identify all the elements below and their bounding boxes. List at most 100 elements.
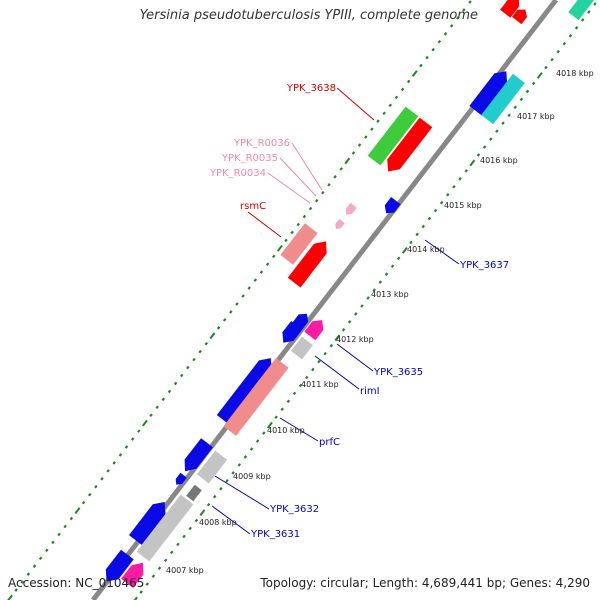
inner-tick xyxy=(354,312,358,316)
outer-tick xyxy=(130,437,135,441)
inner-tick xyxy=(139,590,143,594)
gene-label: prfC xyxy=(319,437,340,448)
outer-tick xyxy=(216,326,221,330)
inner-tick xyxy=(574,26,579,30)
inner-tick xyxy=(495,129,499,133)
inner-tick xyxy=(384,272,389,276)
leader-line xyxy=(267,172,311,204)
inner-tick xyxy=(513,105,517,110)
gene-arrow xyxy=(469,71,508,116)
gene-arrow xyxy=(184,438,213,472)
inner-tick xyxy=(482,145,487,149)
outer-tick xyxy=(204,341,208,346)
inner-tick xyxy=(421,224,425,229)
inner-tick xyxy=(262,431,266,435)
gene-arrow xyxy=(304,320,324,341)
leader-line xyxy=(336,343,374,372)
outer-tick xyxy=(449,24,454,28)
inner-tick xyxy=(305,375,309,380)
gene-arrow xyxy=(129,502,166,545)
inner-tick xyxy=(280,407,284,412)
inner-tick xyxy=(366,296,370,300)
outer-tick xyxy=(192,357,196,362)
outer-tick xyxy=(339,167,343,171)
inner-tick xyxy=(206,502,211,507)
outer-tick xyxy=(222,318,227,322)
label-leaders xyxy=(211,87,460,535)
inner-tick xyxy=(501,121,505,125)
genes-value: 4,290 xyxy=(555,576,590,590)
inner-tick xyxy=(341,328,346,332)
inner-tick xyxy=(176,542,180,547)
leader-line xyxy=(279,157,317,197)
outer-tick xyxy=(431,47,435,52)
inner-tick xyxy=(133,596,138,600)
inner-tick xyxy=(372,288,376,292)
inner-tick xyxy=(249,447,254,451)
inner-tick xyxy=(433,208,438,213)
outer-tick xyxy=(106,469,110,473)
scale-label: 4017 kbp xyxy=(517,112,555,121)
inner-tick xyxy=(334,334,341,342)
gene-arrow xyxy=(292,313,309,330)
inner-tick xyxy=(507,113,511,118)
inner-tick xyxy=(292,391,297,396)
inner-tick xyxy=(401,246,408,254)
inner-tick xyxy=(298,383,303,388)
inner-tick xyxy=(323,351,327,356)
leader-line xyxy=(336,87,375,121)
outer-tick xyxy=(382,111,386,116)
inner-tick xyxy=(194,518,199,523)
scale-labels: 4007 kbp 4008 kbp 4009 kbp 4010 kbp 4011 kbp… xyxy=(166,69,594,575)
gene-box xyxy=(186,484,202,502)
outer-tick xyxy=(468,0,472,4)
inner-tick xyxy=(593,2,597,6)
outer-tick xyxy=(327,182,331,187)
outer-tick xyxy=(411,70,418,77)
outer-tick xyxy=(74,507,81,514)
genes-label: Genes: xyxy=(509,576,552,590)
inner-tick xyxy=(469,159,476,167)
outer-tick xyxy=(333,175,337,179)
inner-tick xyxy=(390,264,395,269)
scale-label: 4008 kbp xyxy=(199,518,237,527)
inner-tick xyxy=(170,550,174,555)
outer-tick xyxy=(186,365,190,370)
scale-label: 4016 kbp xyxy=(480,156,518,165)
gene-label: rimI xyxy=(360,386,380,397)
scale-ticks xyxy=(7,0,597,600)
leader-line xyxy=(291,142,323,191)
topology-label: Topology: xyxy=(260,576,317,590)
outer-tick xyxy=(112,461,116,465)
gene-arrow xyxy=(175,472,187,485)
gene-arrow xyxy=(345,202,357,215)
outer-tick xyxy=(284,238,288,243)
outer-tick xyxy=(63,524,67,529)
inner-tick xyxy=(568,34,573,38)
outer-tick xyxy=(7,594,13,600)
inner-tick xyxy=(587,10,591,14)
leader-line xyxy=(247,211,282,238)
gene-label: YPK_3638 xyxy=(286,83,336,94)
inner-tick xyxy=(286,399,291,404)
gene-arrow xyxy=(512,9,527,25)
inner-tick xyxy=(255,439,260,443)
gene-arrow xyxy=(500,0,520,18)
gene-label: YPK_3631 xyxy=(250,529,300,540)
outer-tick xyxy=(14,588,18,592)
gene-label: YPK_3635 xyxy=(373,367,423,378)
outer-tick xyxy=(198,349,202,354)
outer-tick xyxy=(88,492,92,497)
length-value: 4,689,441 bp xyxy=(421,576,502,590)
outer-tick xyxy=(173,381,178,386)
outer-tick xyxy=(259,270,264,274)
gene-arrow xyxy=(287,241,327,288)
inner-tick xyxy=(550,57,554,62)
gene-features xyxy=(105,0,595,588)
inner-tick xyxy=(581,18,585,22)
gene-box xyxy=(223,358,289,436)
outer-tick xyxy=(388,103,392,108)
outer-tick xyxy=(425,55,429,60)
inner-tick xyxy=(225,479,229,483)
